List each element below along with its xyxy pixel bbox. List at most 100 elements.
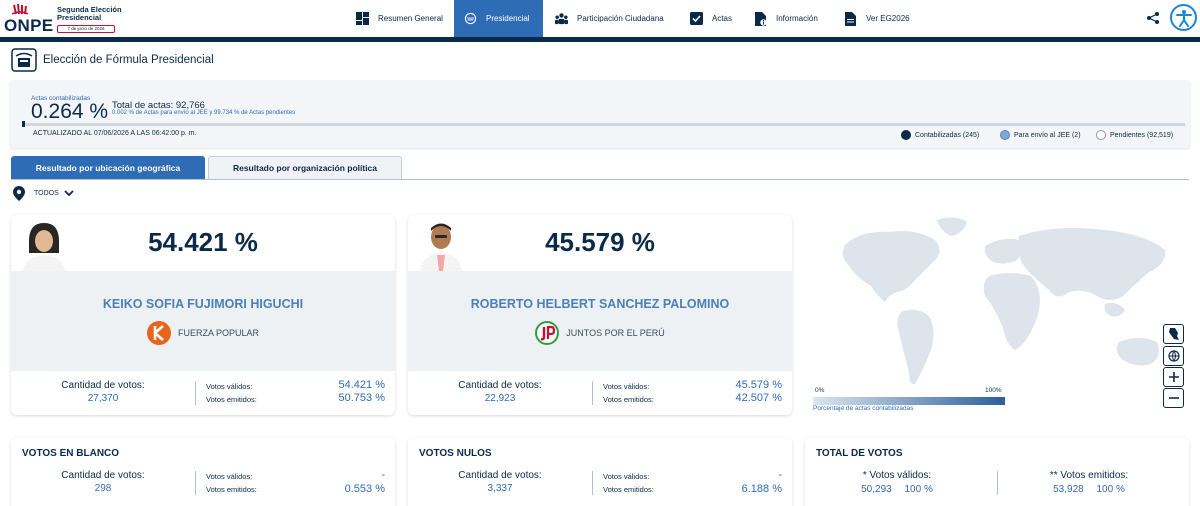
party-name: FUERZA POPULAR	[177, 328, 260, 338]
valid-votes-percent: 100 %	[904, 484, 933, 495]
valid-votes-percent: -	[381, 469, 385, 481]
valid-votes-percent: 45.579 %	[735, 379, 782, 391]
candidate-percent: 54.421 %	[148, 227, 258, 257]
votes-count-label: Cantidad de votos:	[458, 380, 542, 391]
nav-label: Presidencial	[486, 14, 530, 23]
world-map[interactable]	[805, 200, 1190, 430]
map-reset-button[interactable]	[1163, 324, 1184, 344]
total-emitted-votes: ** Votos emitidos: 53,928 100 %	[997, 470, 1181, 495]
divider	[592, 381, 593, 405]
logo-wordmark: ONPE	[4, 16, 54, 35]
legend-contabilizadas: Contabilizadas (245)	[901, 130, 979, 140]
valid-votes-label: Votos válidos:	[603, 472, 650, 481]
nav-resumen-general[interactable]: Resumen General	[346, 0, 453, 37]
nav-label: Ver EG2026	[866, 14, 910, 23]
nav-actas[interactable]: Actas	[680, 0, 742, 37]
accessibility-button[interactable]	[1170, 4, 1197, 31]
last-updated: ACTUALIZADO AL 07/06/2026 A LAS 06:42:00…	[33, 130, 197, 137]
votes-count: 298	[94, 483, 112, 494]
legend-dot	[1000, 130, 1010, 140]
valid-votes-label: * Votos válidos:	[862, 470, 932, 481]
total-valid-votes: * Votos válidos: 50,293 100 %	[805, 470, 989, 495]
candidate-card-fujimori: 54.421 % KEIKO SOFIA FUJIMORI HIGUCHI FU…	[11, 215, 395, 415]
onpe-logo[interactable]: ONPE Segunda Elección Presidencial 7 de …	[4, 2, 124, 36]
progress-track	[22, 123, 1185, 126]
logo-title: Segunda Elección Presidencial	[57, 5, 122, 22]
actas-counted-label: Actas contabilizadas	[31, 95, 91, 102]
card-title: TOTAL DE VOTOS	[816, 448, 903, 459]
top-navigation-bar: ONPE Segunda Elección Presidencial 7 de …	[0, 0, 1200, 38]
valid-votes-values: 50,293 100 %	[805, 484, 989, 495]
candidate-header	[408, 215, 792, 271]
emitted-votes-percent: 0.553 %	[344, 483, 385, 495]
nav-ver-eg2026[interactable]: Ver EG2026	[834, 0, 920, 37]
null-votes-card: VOTOS NULOS Cantidad de votos: 3,337 Vot…	[408, 437, 792, 506]
candidate-info	[408, 271, 792, 371]
votes-count-label: Cantidad de votos:	[458, 470, 542, 481]
divider	[195, 381, 196, 405]
location-filter-value[interactable]: TODOS	[34, 190, 59, 197]
valid-votes-count: 50,293	[861, 484, 892, 495]
total-actas: Total de actas: 92,766	[112, 100, 205, 111]
fuerza-popular-logo-icon	[146, 321, 171, 345]
page-title: Elección de Fórmula Presidencial	[43, 54, 214, 66]
total-votes-card: TOTAL DE VOTOS * Votos válidos: 50,293 1…	[805, 437, 1189, 506]
map-scale-caption: Porcentaje de actas contabilizadas	[813, 405, 914, 412]
top-divider	[0, 37, 1200, 42]
people-icon	[555, 12, 568, 25]
emitted-votes-label: Votos emitidos:	[603, 485, 654, 494]
location-pin-icon	[13, 186, 25, 201]
progress-fill	[22, 121, 26, 127]
nav-label: Información	[776, 14, 818, 23]
tab-political-organization[interactable]: Resultado por organización política	[208, 156, 402, 180]
legend-pendientes: Pendientes (92,519)	[1096, 130, 1173, 140]
zoom-out-button[interactable]	[1163, 388, 1184, 408]
legend-dot	[1096, 130, 1106, 140]
divider	[592, 471, 593, 495]
emitted-votes-values: 53,928 100 %	[997, 484, 1181, 495]
candidate-percent: 45.579 %	[545, 227, 655, 257]
emitted-votes-percent: 100 %	[1096, 484, 1125, 495]
party-row: FUERZA POPULAR	[11, 321, 395, 345]
presidential-seal-icon	[464, 12, 477, 25]
onpe-logo-mark-icon	[11, 3, 29, 15]
grid-icon	[356, 12, 369, 25]
zoom-in-button[interactable]	[1163, 367, 1184, 387]
valid-votes-label: Votos válidos:	[206, 472, 253, 481]
counting-progress-panel: Actas contabilizadas 0.264 % Total de ac…	[10, 80, 1190, 148]
divider	[997, 471, 998, 495]
info-document-icon	[754, 11, 767, 26]
scale-max-label: 100%	[985, 387, 1002, 394]
legend-label: Para envío al JEE (2)	[1014, 131, 1081, 139]
globe-icon	[1167, 350, 1180, 362]
votes-count-label: Cantidad de votos:	[61, 470, 145, 481]
votes-count: 22,923	[484, 393, 516, 404]
map-world-button[interactable]	[1163, 346, 1184, 366]
emitted-votes-percent: 6.188 %	[741, 483, 782, 495]
nav-presidencial[interactable]: Presidencial	[454, 0, 543, 37]
valid-votes-percent: 54.421 %	[338, 379, 385, 391]
plus-icon	[1168, 372, 1179, 382]
peru-map-icon	[1168, 328, 1179, 340]
accessibility-icon	[1175, 9, 1192, 27]
actas-counted-percent: 0.264 %	[31, 100, 109, 123]
card-title: VOTOS NULOS	[419, 448, 492, 459]
emitted-votes-count: 53,928	[1053, 484, 1084, 495]
emitted-votes-label: Votos emitidos:	[206, 485, 257, 494]
legend-label: Contabilizadas (245)	[915, 131, 980, 139]
legend-para-envio-jee: Para envío al JEE (2)	[1000, 130, 1081, 140]
nav-label: Actas	[712, 14, 733, 23]
tab-geographic-location[interactable]: Resultado por ubicación geográfica	[11, 156, 205, 180]
nav-participacion-ciudadana[interactable]: Participación Ciudadana	[545, 0, 674, 37]
checkbox-icon	[690, 12, 703, 25]
nav-label: Participación Ciudadana	[577, 14, 664, 23]
candidate-name: KEIKO SOFIA FUJIMORI HIGUCHI	[102, 297, 304, 311]
nav-informacion[interactable]: Información	[744, 0, 828, 37]
party-name: JUNTOS POR EL PERÚ	[566, 328, 665, 338]
blank-votes-card: VOTOS EN BLANCO Cantidad de votos: 298 V…	[11, 437, 395, 506]
candidate-name: ROBERTO HELBERT SANCHEZ PALOMINO	[470, 297, 730, 311]
share-icon[interactable]	[1146, 11, 1160, 25]
valid-votes-label: Votos válidos:	[603, 382, 650, 391]
nav-label: Resumen General	[378, 14, 443, 23]
chevron-down-icon[interactable]	[63, 187, 75, 199]
